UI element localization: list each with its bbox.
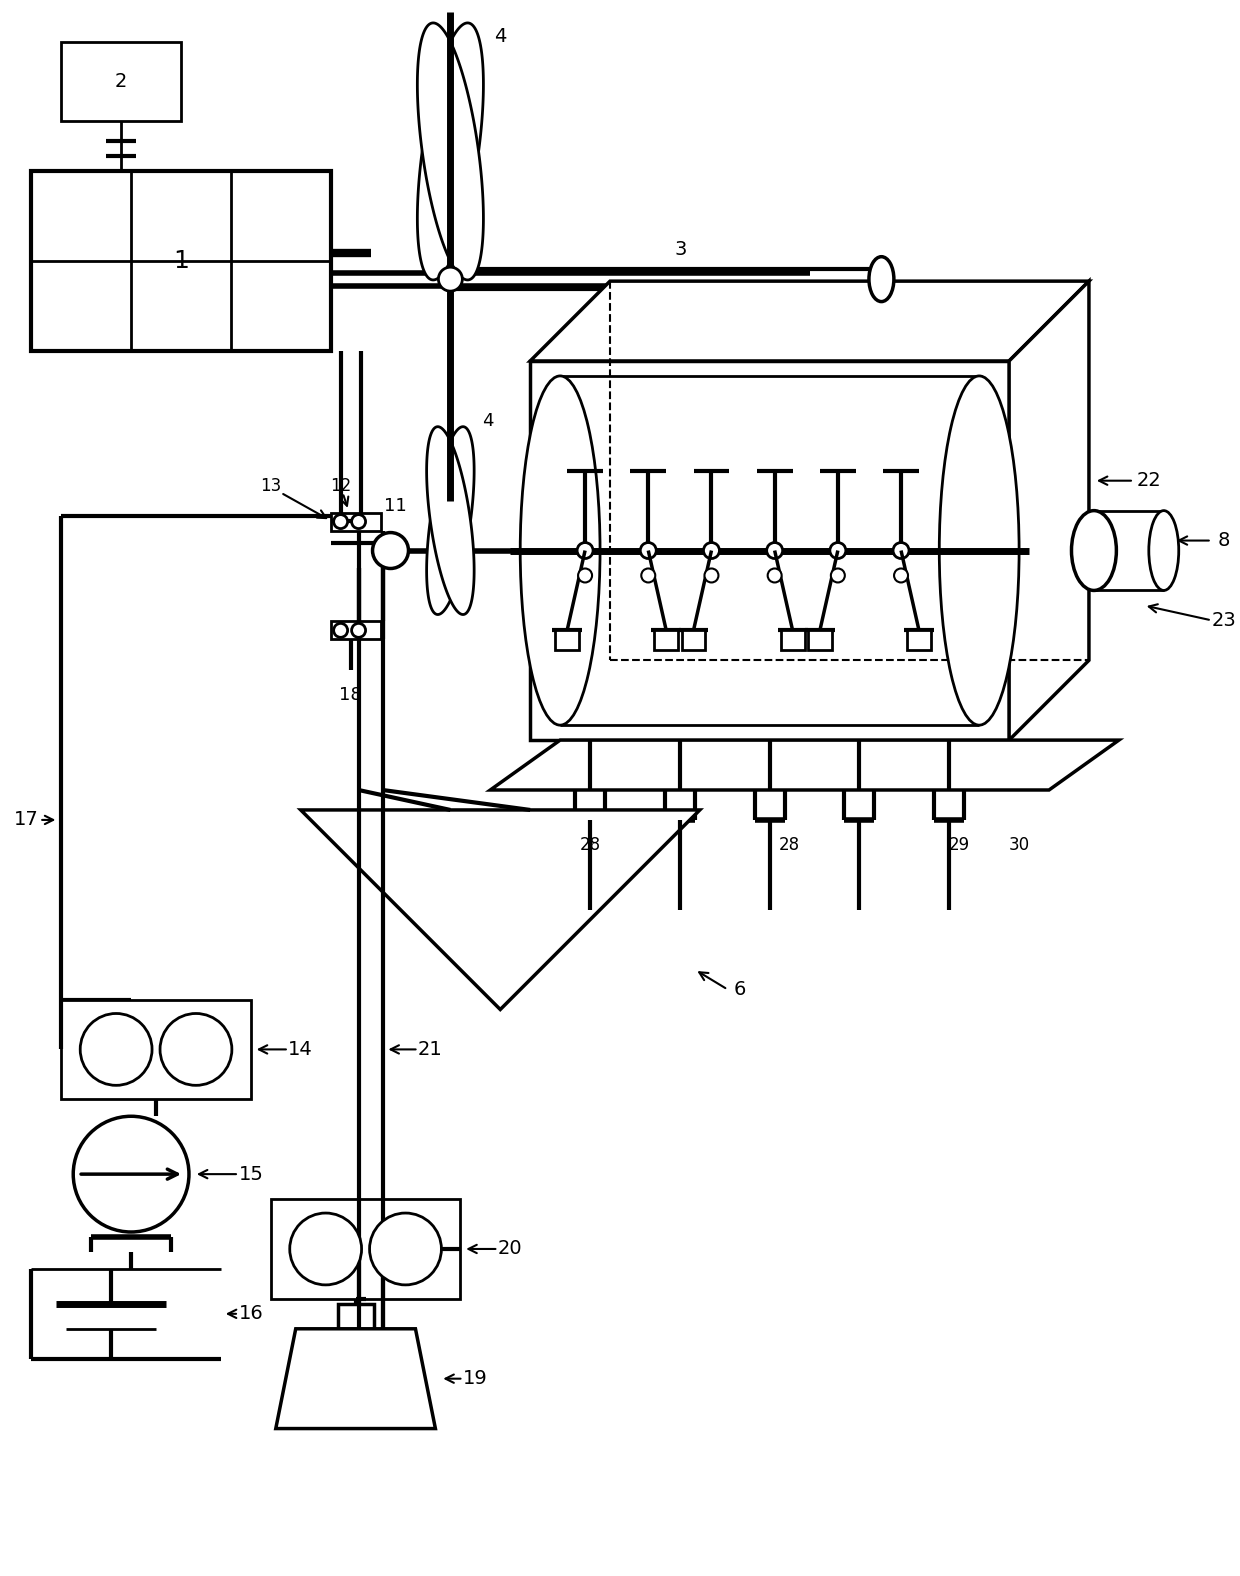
Bar — [682, 630, 706, 651]
Circle shape — [290, 1214, 362, 1284]
Circle shape — [372, 533, 408, 569]
Circle shape — [768, 569, 781, 583]
Text: 12: 12 — [330, 476, 351, 495]
Circle shape — [704, 569, 718, 583]
Text: 4: 4 — [482, 411, 494, 430]
Circle shape — [703, 542, 719, 558]
Circle shape — [352, 624, 366, 637]
Circle shape — [766, 542, 782, 558]
Text: 20: 20 — [498, 1239, 522, 1259]
Bar — [331, 512, 381, 531]
Text: 18: 18 — [340, 686, 362, 704]
Text: 4: 4 — [494, 27, 506, 46]
Bar — [808, 630, 832, 651]
Bar — [331, 621, 381, 640]
Circle shape — [831, 569, 844, 583]
Text: 13: 13 — [260, 476, 281, 495]
Text: 22: 22 — [1136, 471, 1161, 490]
Text: 8: 8 — [1218, 531, 1230, 550]
Circle shape — [577, 542, 593, 558]
Bar — [906, 630, 931, 651]
Circle shape — [893, 542, 909, 558]
Bar — [31, 172, 331, 351]
Circle shape — [73, 1116, 188, 1232]
Polygon shape — [427, 427, 474, 615]
Text: 16: 16 — [238, 1305, 263, 1324]
Circle shape — [830, 542, 846, 558]
Bar — [270, 1199, 460, 1299]
Polygon shape — [418, 24, 484, 281]
Text: 28: 28 — [779, 835, 800, 854]
Text: 29: 29 — [949, 835, 970, 854]
Bar — [61, 999, 250, 1100]
Ellipse shape — [1148, 511, 1179, 591]
Text: 15: 15 — [238, 1165, 263, 1184]
Circle shape — [641, 569, 655, 583]
Polygon shape — [418, 24, 484, 281]
Circle shape — [439, 268, 463, 292]
Circle shape — [370, 1214, 441, 1284]
Ellipse shape — [1071, 511, 1116, 591]
Text: 14: 14 — [289, 1040, 312, 1059]
Polygon shape — [490, 741, 1118, 790]
Text: 2: 2 — [115, 72, 128, 91]
Circle shape — [334, 515, 347, 528]
Polygon shape — [1009, 281, 1089, 741]
Circle shape — [352, 515, 366, 528]
Bar — [531, 361, 1009, 741]
Bar — [781, 630, 805, 651]
Text: 28: 28 — [579, 835, 600, 854]
Text: 19: 19 — [463, 1370, 487, 1388]
Polygon shape — [301, 810, 699, 1010]
Bar — [61, 41, 181, 121]
Text: 6: 6 — [734, 980, 746, 999]
Text: 3: 3 — [675, 240, 687, 258]
Circle shape — [894, 569, 908, 583]
Text: 21: 21 — [418, 1040, 443, 1059]
Circle shape — [81, 1013, 153, 1086]
Bar — [655, 630, 678, 651]
Circle shape — [640, 542, 656, 558]
Text: 23: 23 — [1211, 611, 1236, 630]
Polygon shape — [427, 427, 474, 615]
Text: 1: 1 — [174, 249, 188, 273]
Text: 17: 17 — [14, 810, 38, 829]
Ellipse shape — [869, 257, 894, 301]
Polygon shape — [531, 281, 1089, 361]
Polygon shape — [275, 1329, 435, 1428]
Bar — [556, 630, 579, 651]
Ellipse shape — [939, 377, 1019, 725]
Circle shape — [334, 624, 347, 637]
Ellipse shape — [521, 377, 600, 725]
Text: 11: 11 — [384, 496, 407, 515]
Circle shape — [578, 569, 591, 583]
Bar — [337, 1303, 373, 1329]
Text: 30: 30 — [1008, 835, 1029, 854]
Circle shape — [160, 1013, 232, 1086]
